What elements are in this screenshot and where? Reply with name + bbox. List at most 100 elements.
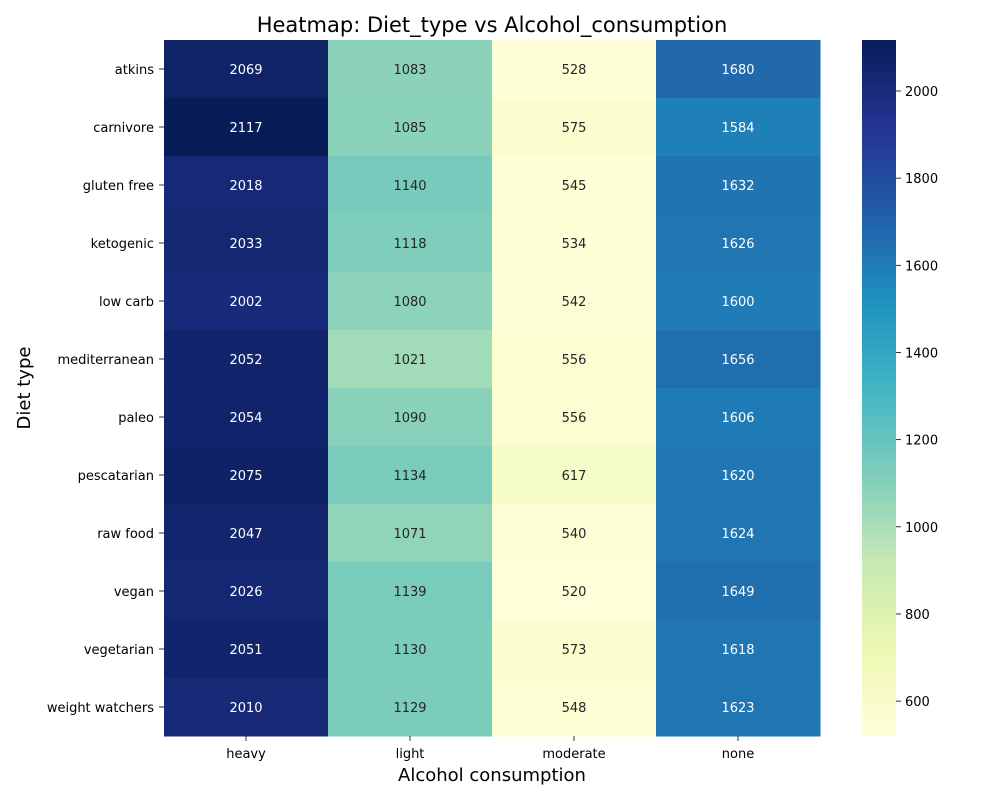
y-tick-label: mediterranean [58,353,155,368]
colorbar-tick-label: 600 [905,695,930,710]
cell-value-label: 1021 [393,353,426,368]
heatmap-cell [492,388,657,447]
heatmap-cell [656,214,821,273]
y-tick-label: vegan [114,585,154,600]
cell-value-label: 2010 [229,701,262,716]
heatmap-cell [164,40,329,99]
heatmap-cell [328,272,493,331]
cell-value-label: 1623 [721,701,754,716]
cell-value-label: 2047 [229,527,262,542]
colorbar-tick-label: 1000 [905,521,938,536]
cell-value-label: 1071 [393,527,426,542]
cell-value-label: 1620 [721,469,754,484]
colorbar-tick-label: 1800 [905,172,938,187]
cell-value-label: 1624 [721,527,754,542]
cell-value-label: 556 [562,411,587,426]
heatmap-cell [656,504,821,563]
heatmap-cell [328,562,493,621]
cell-value-label: 1130 [393,643,426,658]
chart-title: Heatmap: Diet_type vs Alcohol_consumptio… [257,13,728,38]
colorbar-tick-label: 1600 [905,259,938,274]
heatmap-cell [164,214,329,273]
x-tick-label: moderate [542,747,605,762]
cell-value-label: 1600 [721,295,754,310]
heatmap-cell [492,678,657,737]
cell-value-label: 2054 [229,411,262,426]
cell-value-label: 542 [562,295,587,310]
heatmap-cell [164,678,329,737]
cell-value-label: 2051 [229,643,262,658]
heatmap-cell [492,98,657,157]
y-axis-ticks: atkins carnivore gluten free ketogenic low c… [47,63,164,716]
heatmap-cell [656,156,821,215]
heatmap-cell [492,562,657,621]
cell-value-label: 1080 [393,295,426,310]
cell-value-label: 2018 [229,179,262,194]
heatmap-cell [328,388,493,447]
colorbar-ticks: 600 800 1000 1200 1400 1600 1800 2000 [896,85,938,710]
x-tick-label: heavy [226,747,266,762]
heatmap-cell [656,678,821,737]
heatmap-cell [164,620,329,679]
x-tick-label: light [396,747,425,762]
cell-value-label: 2052 [229,353,262,368]
colorbar [862,40,896,736]
y-tick-label: raw food [97,527,154,542]
cell-value-label: 1085 [393,121,426,136]
y-tick-label: paleo [118,411,154,426]
heatmap-cell [656,40,821,99]
cell-value-label: 545 [562,179,587,194]
heatmap-cell [656,98,821,157]
y-tick-label: pescatarian [78,469,154,484]
cell-value-label: 1680 [721,63,754,78]
cell-value-label: 1139 [393,585,426,600]
cell-value-label: 1584 [721,121,754,136]
cell-value-label: 556 [562,353,587,368]
cell-value-label: 1618 [721,643,754,658]
y-axis-label: Diet type [14,347,35,430]
heatmap-cell [492,446,657,505]
cell-value-label: 1083 [393,63,426,78]
cell-value-label: 2069 [229,63,262,78]
cell-value-label: 575 [562,121,587,136]
heatmap-cell [164,98,329,157]
heatmap-cell [656,620,821,679]
cell-value-label: 528 [562,63,587,78]
heatmap-cell [328,214,493,273]
y-tick-label: carnivore [93,121,154,136]
cell-value-label: 534 [562,237,587,252]
heatmap-cell [656,330,821,389]
heatmap-cell [164,330,329,389]
heatmap-cell [492,330,657,389]
x-axis-ticks: heavy light moderate none [226,736,754,762]
heatmap-cell [328,678,493,737]
cell-value-label: 2117 [229,121,262,136]
heatmap-cell [656,388,821,447]
y-tick-label: ketogenic [91,237,154,252]
heatmap-cell [492,40,657,99]
cell-value-label: 1090 [393,411,426,426]
heatmap-cell [656,446,821,505]
heatmap-cell [328,504,493,563]
heatmap-cell [328,446,493,505]
cell-value-label: 2075 [229,469,262,484]
heatmap-cell [492,620,657,679]
y-tick-label: vegetarian [84,643,154,658]
cell-value-label: 1626 [721,237,754,252]
y-tick-label: low carb [99,295,154,310]
heatmap-cell [164,156,329,215]
cell-value-label: 520 [562,585,587,600]
heatmap-cell [164,562,329,621]
cell-value-label: 540 [562,527,587,542]
heatmap-cells: 2069 1083 528 1680 2117 1085 575 1584 2018 1140 54… [164,40,821,737]
y-tick-label: weight watchers [47,701,154,716]
cell-value-label: 1140 [393,179,426,194]
heatmap-cell [164,272,329,331]
cell-value-label: 1656 [721,353,754,368]
heatmap-cell [328,620,493,679]
heatmap-cell [328,98,493,157]
heatmap-cell [492,156,657,215]
heatmap-cell [492,214,657,273]
cell-value-label: 1606 [721,411,754,426]
